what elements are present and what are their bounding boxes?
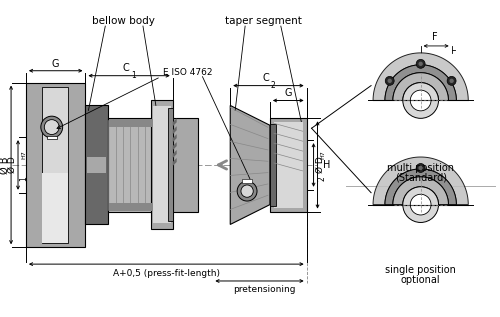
Text: Ø B: Ø B — [0, 156, 10, 174]
Bar — [153, 107, 170, 223]
Bar — [42, 87, 68, 243]
Polygon shape — [47, 136, 56, 139]
Circle shape — [403, 83, 438, 118]
Circle shape — [447, 76, 456, 85]
Text: F: F — [432, 32, 438, 42]
Text: E ISO 4762: E ISO 4762 — [163, 68, 212, 77]
Polygon shape — [385, 169, 456, 204]
Bar — [110, 203, 159, 210]
Polygon shape — [172, 126, 176, 134]
Text: pretensioning: pretensioning — [233, 285, 296, 294]
Bar — [86, 106, 108, 224]
Text: 1: 1 — [131, 71, 136, 80]
Polygon shape — [393, 73, 448, 100]
Circle shape — [385, 76, 394, 85]
Circle shape — [416, 59, 425, 68]
Bar — [270, 118, 306, 211]
Text: H7: H7 — [22, 151, 26, 159]
Text: single position: single position — [385, 265, 456, 275]
Circle shape — [418, 61, 423, 66]
Polygon shape — [230, 106, 270, 224]
Polygon shape — [373, 157, 468, 204]
Text: G: G — [284, 87, 292, 98]
Polygon shape — [242, 179, 252, 183]
Bar — [270, 124, 276, 206]
Polygon shape — [172, 118, 176, 126]
Polygon shape — [172, 158, 176, 166]
Text: taper segment: taper segment — [224, 16, 302, 26]
Circle shape — [237, 181, 257, 201]
Circle shape — [410, 90, 431, 111]
Bar — [88, 157, 106, 173]
Bar — [274, 122, 302, 208]
Text: H7: H7 — [320, 151, 325, 159]
Circle shape — [44, 120, 59, 134]
Circle shape — [403, 187, 438, 223]
Text: 2: 2 — [318, 177, 326, 181]
Text: (Standard): (Standard) — [394, 173, 446, 183]
Text: optional: optional — [401, 275, 440, 285]
Bar — [110, 119, 159, 127]
Bar — [172, 118, 198, 211]
Polygon shape — [172, 134, 176, 142]
Circle shape — [450, 79, 454, 83]
Circle shape — [418, 166, 423, 170]
Circle shape — [410, 194, 431, 215]
Bar — [42, 173, 68, 243]
Text: Ø D: Ø D — [8, 157, 17, 173]
Polygon shape — [172, 150, 176, 158]
Polygon shape — [393, 177, 448, 204]
Circle shape — [241, 185, 254, 197]
Text: C: C — [262, 73, 269, 83]
Bar — [108, 118, 160, 211]
Bar — [151, 100, 172, 230]
Text: 2: 2 — [270, 81, 275, 90]
Circle shape — [41, 116, 62, 138]
Text: Ø D: Ø D — [316, 157, 324, 173]
Polygon shape — [385, 65, 456, 100]
Text: H: H — [324, 160, 331, 170]
Text: bellow body: bellow body — [92, 16, 154, 26]
Text: multi position: multi position — [387, 163, 454, 173]
Text: A+0,5 (press-fit-length): A+0,5 (press-fit-length) — [113, 268, 220, 278]
Bar — [26, 83, 86, 247]
Bar — [168, 108, 172, 222]
Text: G: G — [52, 59, 60, 69]
Polygon shape — [373, 53, 468, 100]
Text: C: C — [122, 63, 130, 73]
Polygon shape — [172, 142, 176, 150]
Circle shape — [388, 79, 392, 83]
Text: 1: 1 — [19, 177, 28, 181]
Circle shape — [416, 164, 425, 172]
